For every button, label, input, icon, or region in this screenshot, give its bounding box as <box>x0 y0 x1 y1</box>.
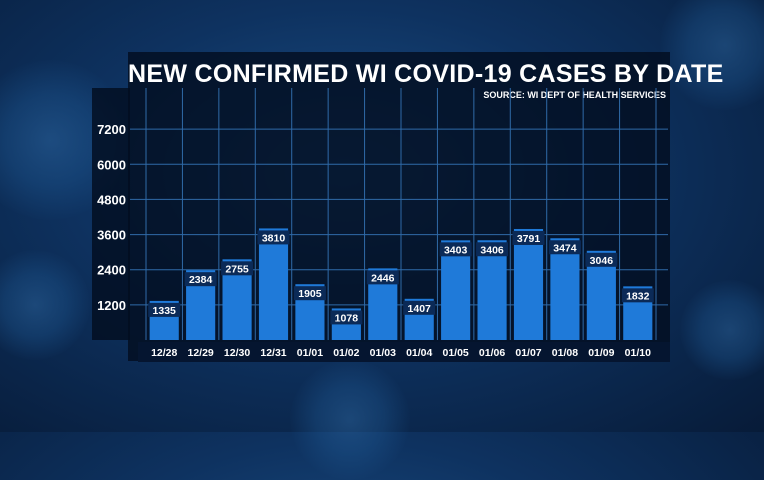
data-label: 2755 <box>225 263 249 275</box>
data-labels: 1335 2384 2755 3810 1905 1078 2446 1407 3403 3406… <box>148 230 654 325</box>
data-label-box <box>366 270 399 285</box>
bar-12/31 <box>258 228 289 340</box>
data-label-box <box>330 310 363 325</box>
x-tick-label: 01/06 <box>479 347 505 359</box>
y-tick-label: 7200 <box>97 122 126 137</box>
y-tick-label: 4800 <box>97 192 126 207</box>
data-label-box <box>148 302 181 317</box>
bar-01/06 <box>477 240 507 340</box>
data-label-box <box>257 230 290 245</box>
data-label-box <box>293 286 326 301</box>
x-tick-label: 01/02 <box>333 347 359 359</box>
chart-panel <box>128 52 670 361</box>
x-tick-label: 12/28 <box>151 347 177 359</box>
x-tick-label: 01/05 <box>443 347 469 359</box>
x-tick-label: 12/31 <box>260 347 286 359</box>
data-label: 3474 <box>553 242 577 254</box>
chart-source: SOURCE: WI DEPT OF HEALTH SERVICES <box>483 90 666 100</box>
y-tick-label: 2400 <box>97 263 126 278</box>
bar-01/05 <box>441 240 471 340</box>
y-axis-band <box>92 88 130 340</box>
data-label: 3791 <box>517 233 541 245</box>
bar-01/07 <box>513 228 544 340</box>
data-label: 1832 <box>626 290 650 302</box>
background-virus-5 <box>680 280 764 380</box>
data-label: 1407 <box>408 303 432 315</box>
data-label-box <box>439 242 472 257</box>
x-tick-label: 12/29 <box>188 347 214 359</box>
data-label-box <box>512 230 545 245</box>
data-label-box <box>476 242 509 257</box>
data-label: 2384 <box>189 274 213 286</box>
y-tick-label: 3600 <box>97 228 126 243</box>
data-label-box <box>184 272 217 287</box>
x-axis-ticks: 12/28 12/29 12/30 12/31 01/01 01/02 01/03 01/04… <box>138 342 670 362</box>
data-label-box <box>621 288 654 303</box>
y-tick-label: 1200 <box>97 298 126 313</box>
data-label-box <box>585 252 618 267</box>
data-label-box <box>548 240 581 255</box>
bar-01/08 <box>550 238 580 340</box>
x-tick-label: 01/03 <box>370 347 396 359</box>
data-label: 3406 <box>480 244 504 256</box>
data-label: 1078 <box>335 312 359 324</box>
background-virus-2 <box>0 250 90 360</box>
chart-title: NEW CONFIRMED WI COVID-19 CASES BY DATE <box>128 60 724 88</box>
data-label: 3403 <box>444 244 468 256</box>
x-tick-label: 01/10 <box>625 347 651 359</box>
data-label: 2446 <box>371 272 395 284</box>
bar-chart: 1200 2400 3600 4800 6000 7200 12/28 12/29 12/30… <box>97 88 670 362</box>
x-axis-band <box>138 342 670 362</box>
y-tick-label: 6000 <box>97 157 126 172</box>
y-axis-ticks: 1200 2400 3600 4800 6000 7200 <box>97 122 126 313</box>
data-label: 3810 <box>262 232 286 244</box>
x-tick-label: 01/04 <box>406 347 432 359</box>
data-label-box <box>403 300 436 315</box>
x-tick-label: 01/09 <box>588 347 614 359</box>
data-label: 1905 <box>298 288 322 300</box>
x-tick-label: 01/07 <box>515 347 541 359</box>
data-label: 1335 <box>153 305 177 317</box>
x-tick-label: 01/01 <box>297 347 323 359</box>
data-label-box <box>221 261 254 276</box>
x-tick-label: 12/30 <box>224 347 250 359</box>
data-label: 3046 <box>590 255 614 267</box>
x-tick-label: 01/08 <box>552 347 578 359</box>
